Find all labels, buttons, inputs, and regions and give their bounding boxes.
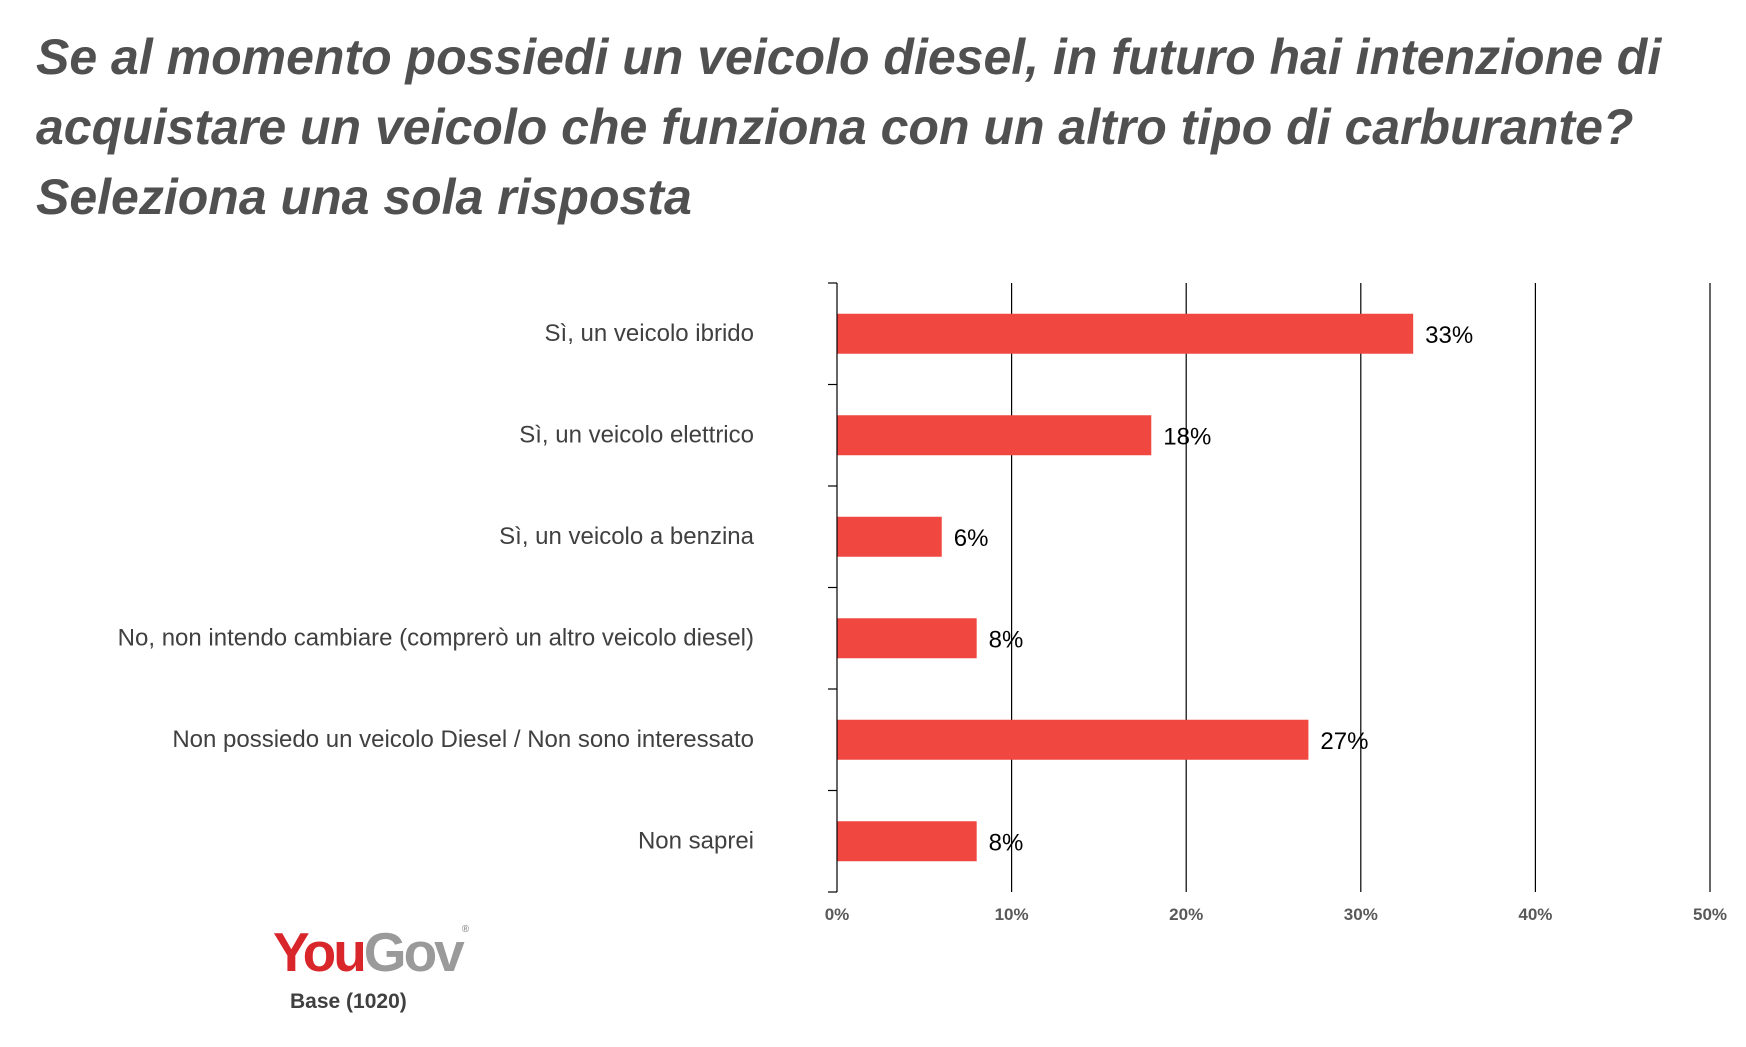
value-label: 33% bbox=[1425, 322, 1473, 349]
title-line-1: Se al momento possiedi un veicolo diesel… bbox=[36, 29, 1662, 85]
x-tick-label: 40% bbox=[1518, 905, 1552, 924]
category-label: Sì, un veicolo elettrico bbox=[519, 421, 754, 448]
bar bbox=[837, 618, 977, 659]
bar bbox=[837, 516, 942, 557]
logo-you: You bbox=[273, 921, 367, 983]
category-label: Non saprei bbox=[638, 827, 754, 854]
value-label: 8% bbox=[989, 829, 1024, 856]
bar bbox=[837, 821, 977, 862]
x-tick-label: 30% bbox=[1344, 905, 1378, 924]
bar bbox=[837, 719, 1309, 760]
title-line-3: Seleziona una sola risposta bbox=[36, 169, 692, 225]
logo-registered: ® bbox=[461, 924, 470, 935]
labels: 0% 10% 20% 30% 40% 50% 33% Sì, un veicolo ibrid… bbox=[118, 320, 1727, 924]
gridlines bbox=[1010, 283, 1711, 892]
category-label: Sì, un veicolo a benzina bbox=[499, 523, 754, 550]
value-label: 8% bbox=[989, 626, 1024, 653]
x-tick-label: 20% bbox=[1169, 905, 1203, 924]
value-label: 6% bbox=[954, 525, 989, 552]
category-label: Non possiedo un veicolo Diesel / Non son… bbox=[172, 726, 754, 753]
title-line-2: acquistare un veicolo che funziona con u… bbox=[36, 99, 1634, 155]
yougov-logo: YouGov® bbox=[273, 925, 469, 980]
category-label: Sì, un veicolo ibrido bbox=[545, 320, 754, 347]
category-label: No, non intendo cambiare (comprerò un al… bbox=[118, 624, 754, 651]
x-tick-label: 0% bbox=[825, 905, 850, 924]
x-tick-label: 10% bbox=[995, 905, 1029, 924]
logo-gov: Gov bbox=[363, 921, 465, 983]
category-axis bbox=[828, 282, 838, 893]
bar bbox=[837, 313, 1414, 354]
bar bbox=[837, 415, 1152, 456]
chart-title: Se al momento possiedi un veicolo diesel… bbox=[36, 22, 1726, 232]
base-size-note: Base (1020) bbox=[290, 990, 407, 1013]
x-tick-label: 50% bbox=[1693, 905, 1727, 924]
value-label: 18% bbox=[1163, 423, 1211, 450]
value-label: 27% bbox=[1320, 728, 1368, 755]
bars bbox=[837, 313, 1414, 862]
